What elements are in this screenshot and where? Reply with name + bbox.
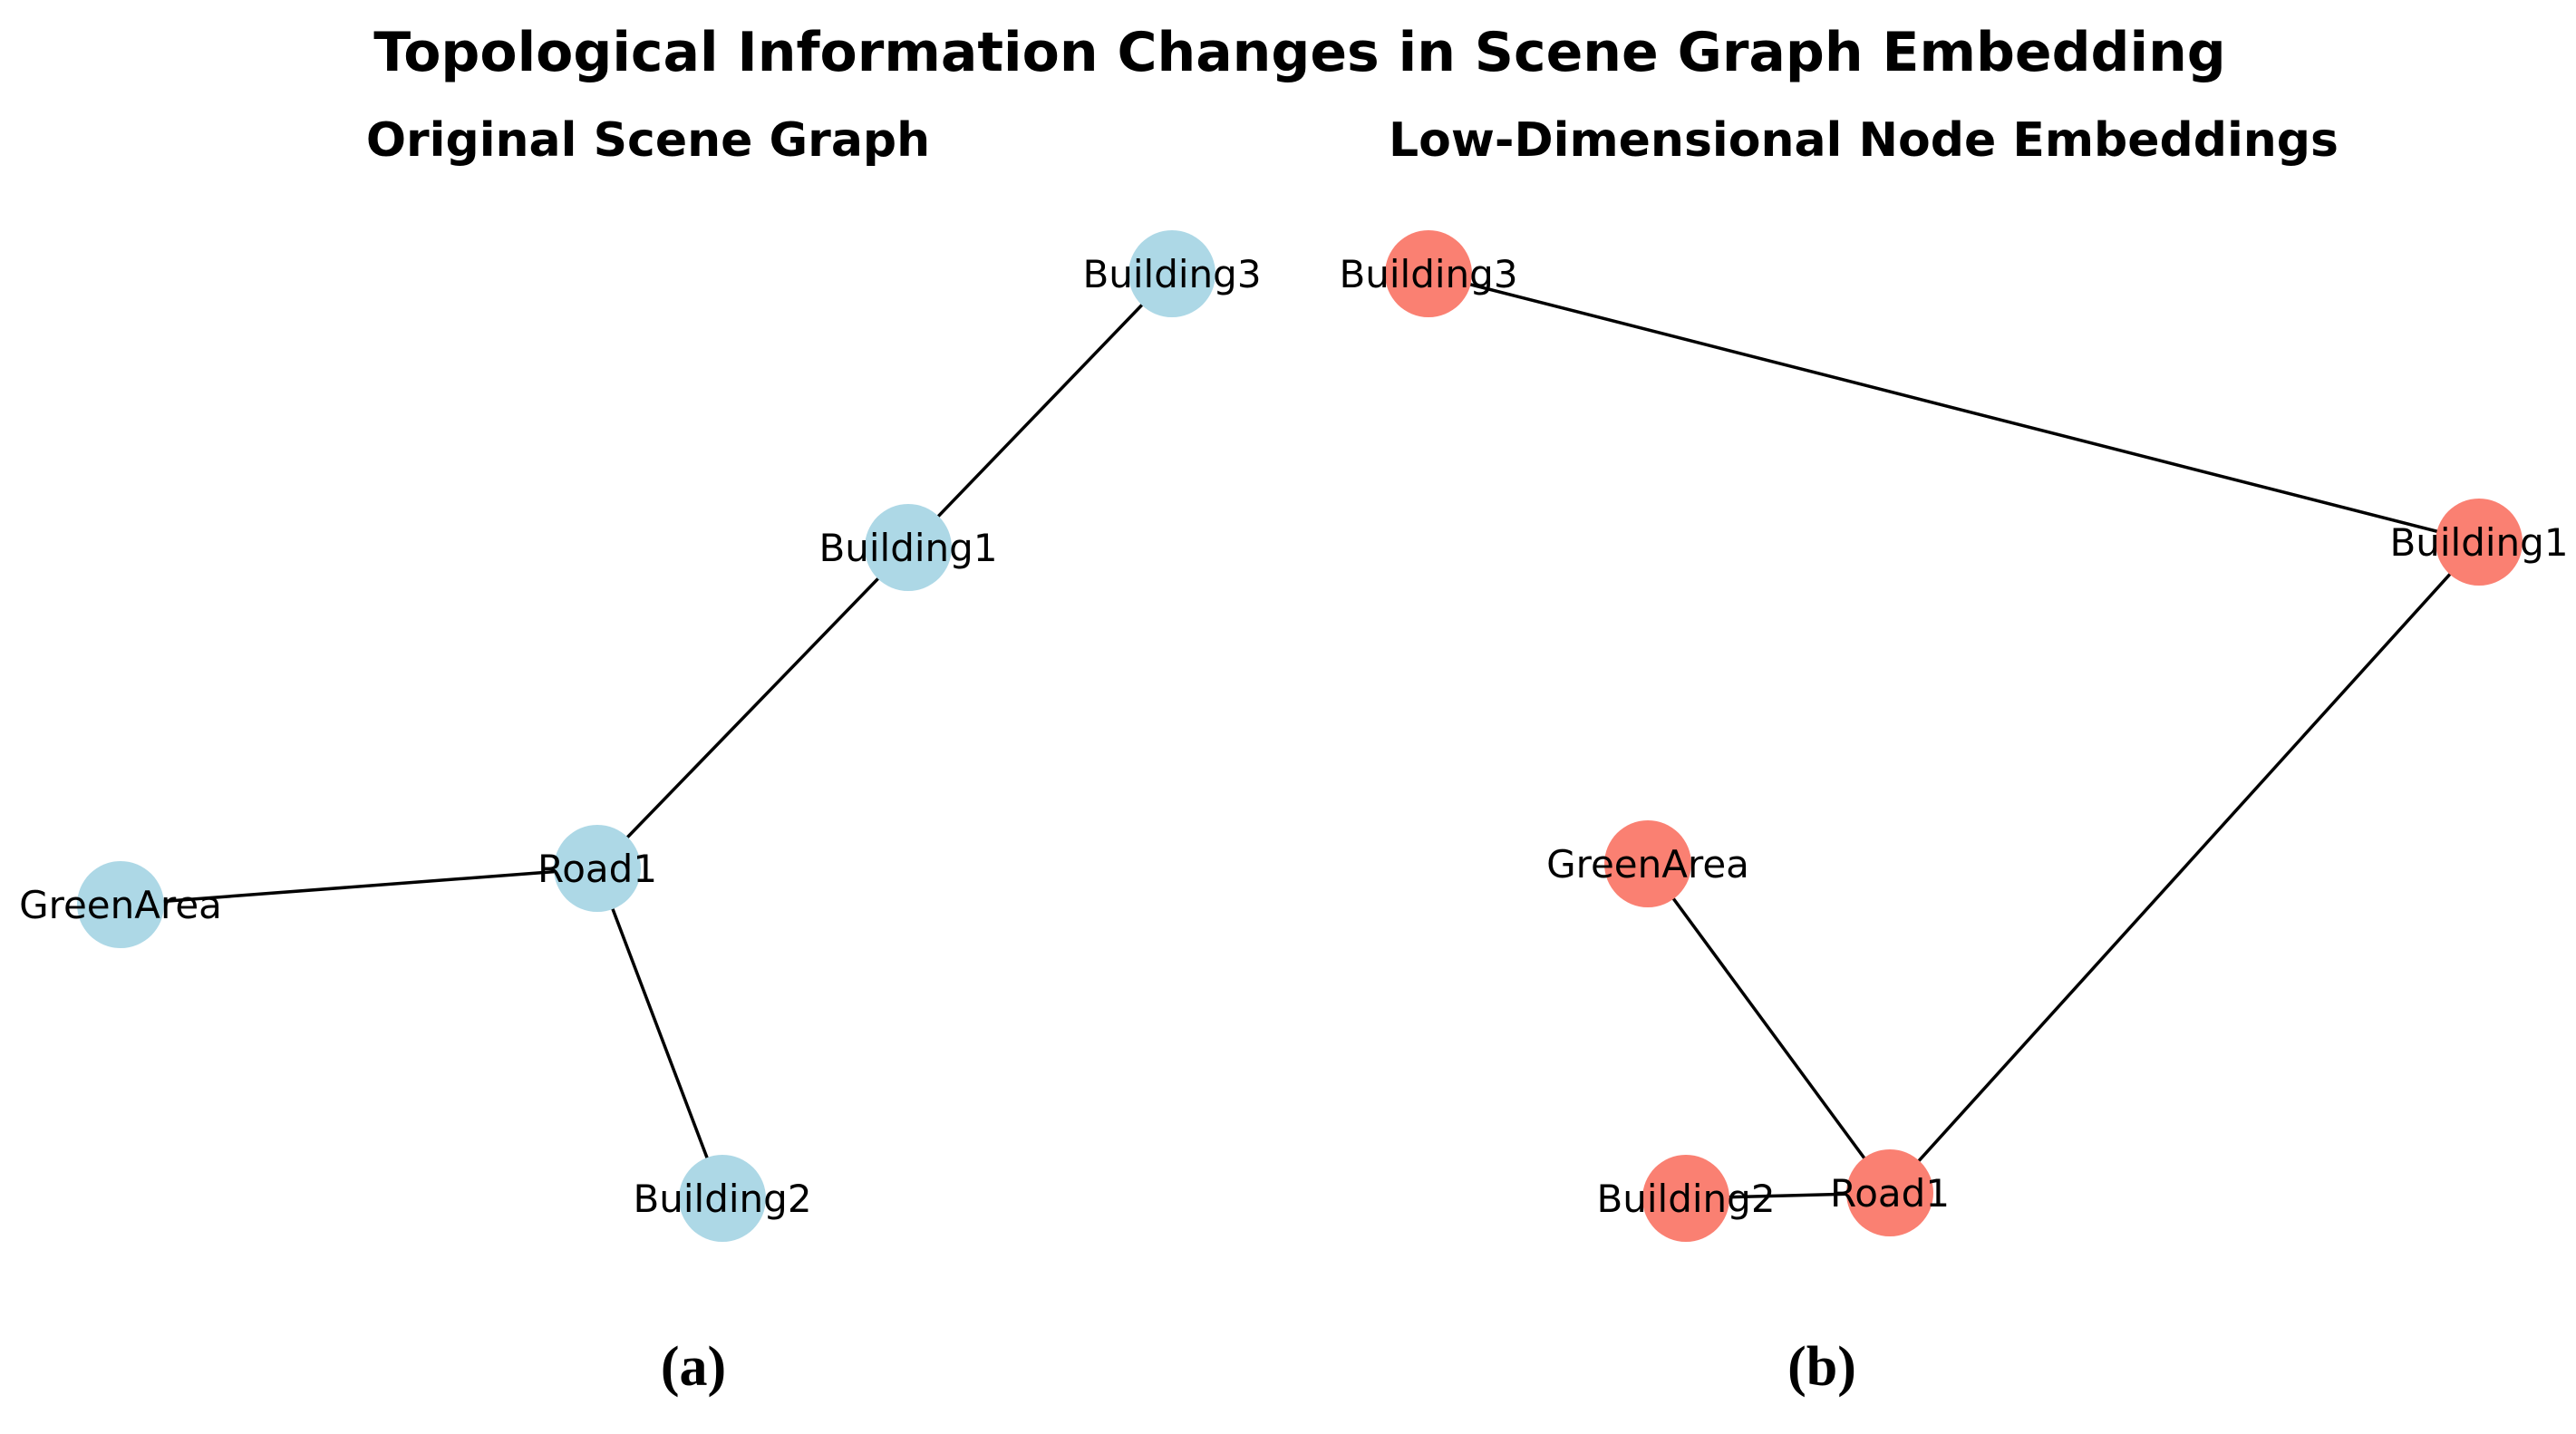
- node-greenarea: GreenArea: [1546, 820, 1749, 907]
- node-circle: [865, 504, 952, 591]
- edge-greenarea-road1: [1646, 862, 1892, 1195]
- node-label: Road1: [1830, 1171, 1950, 1216]
- node-building3: Building3: [1082, 230, 1262, 317]
- panel-b-caption: (b): [1787, 1336, 1856, 1398]
- edge-road1-greenarea: [120, 867, 598, 906]
- node-label: Building3: [1339, 252, 1517, 296]
- figure-title: Topological Information Changes in Scene…: [373, 21, 2226, 84]
- node-label: GreenArea: [1546, 842, 1749, 887]
- node-label: Building1: [818, 526, 997, 570]
- panel-b-subtitle: Low-Dimensional Node Embeddings: [1389, 113, 2339, 168]
- node-building3: Building3: [1339, 230, 1518, 317]
- node-circle: [1128, 230, 1215, 317]
- edge-road1-building2: [596, 867, 724, 1199]
- node-label: Building2: [1596, 1177, 1775, 1221]
- node-building1: Building1: [2389, 499, 2569, 586]
- node-road1: Road1: [1830, 1149, 1950, 1236]
- panel-a-subtitle: Original Scene Graph: [366, 113, 930, 168]
- node-circle: [77, 861, 164, 948]
- node-circle: [1642, 1155, 1729, 1242]
- panel-a-edges: [120, 272, 1174, 1199]
- node-greenarea: GreenArea: [19, 861, 222, 948]
- node-building1: Building1: [818, 504, 998, 591]
- node-building2: Building2: [1596, 1155, 1776, 1242]
- edge-building3-building1: [1428, 272, 2480, 544]
- node-circle: [1385, 230, 1472, 317]
- node-circle: [679, 1155, 766, 1242]
- node-label: Building3: [1082, 252, 1261, 296]
- node-label: Building2: [633, 1177, 811, 1221]
- panel-original-scene-graph: Original Scene Graph Building3 Building1 R…: [19, 113, 1261, 1398]
- panel-a-caption: (a): [661, 1336, 726, 1398]
- node-label: Road1: [537, 847, 657, 891]
- node-circle: [1846, 1149, 1933, 1236]
- edge-building1-road1: [1888, 540, 2481, 1195]
- node-circle: [554, 825, 641, 912]
- panel-b-nodes: Building3 Building1 GreenArea Road1 Building…: [1339, 230, 2569, 1242]
- node-circle: [2436, 499, 2523, 586]
- edge-building3-building1: [906, 272, 1174, 549]
- panel-b-edges: [1428, 272, 2481, 1200]
- edge-building1-road1: [596, 546, 910, 870]
- panel-low-dimensional-node-embeddings: Low-Dimensional Node Embeddings Building…: [1339, 113, 2568, 1398]
- node-building2: Building2: [633, 1155, 812, 1242]
- node-label: GreenArea: [19, 883, 222, 927]
- panel-a-nodes: Building3 Building1 Road1 GreenArea Building…: [19, 230, 1262, 1242]
- node-label: Building1: [2389, 520, 2568, 565]
- node-road1: Road1: [537, 825, 657, 912]
- node-circle: [1604, 820, 1691, 907]
